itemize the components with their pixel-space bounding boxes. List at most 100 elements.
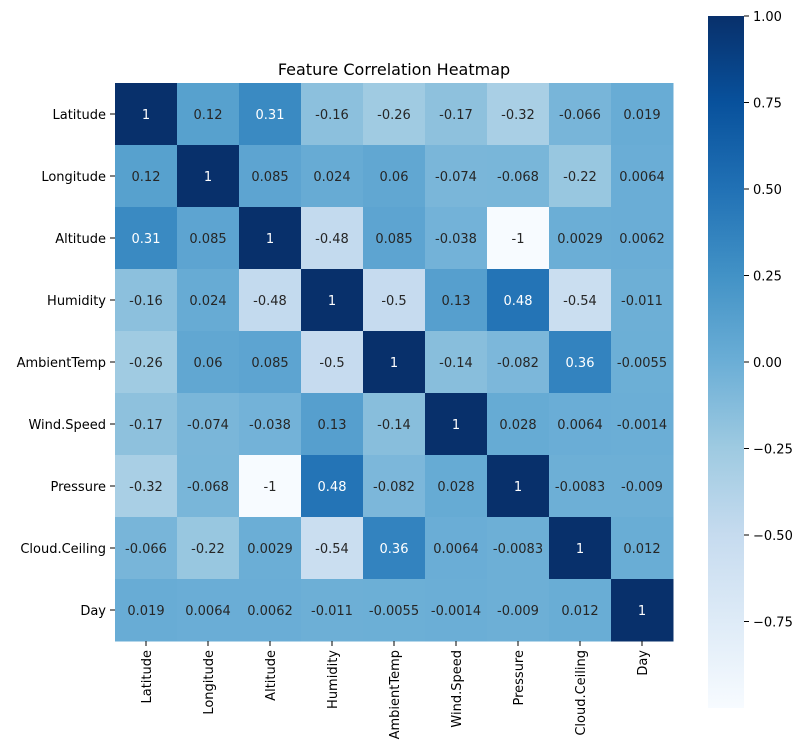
cell-value-label: -0.011 xyxy=(621,294,663,309)
colorbar-tick-label: 0.25 xyxy=(753,270,782,285)
heatmap-cell xyxy=(549,207,612,270)
heatmap-cell xyxy=(115,269,178,332)
heatmap-cell xyxy=(549,269,612,332)
heatmap-cell xyxy=(425,579,488,642)
colorbar-ticks: 1.00 0.75 0.50 0.25 0.00 −0.25 −0.50 −0.75 xyxy=(744,10,793,631)
cell-value-label: 0.0064 xyxy=(185,604,231,619)
y-tick-label: Humidity xyxy=(47,294,106,309)
heatmap-cell xyxy=(301,207,364,270)
cell-value-label: -0.011 xyxy=(311,604,353,619)
heatmap-cell xyxy=(177,517,240,580)
cell-value-label: 1 xyxy=(328,294,336,309)
y-tick-label: Cloud.Ceiling xyxy=(20,542,106,557)
cell-value-label: -0.068 xyxy=(497,170,539,185)
cell-value-label: 0.0064 xyxy=(557,418,603,433)
heatmap-cell xyxy=(239,145,302,208)
cell-value-label: -0.32 xyxy=(501,108,535,123)
heatmap-cell xyxy=(115,393,178,456)
heatmap-cell xyxy=(301,269,364,332)
cell-value-label: 0.0029 xyxy=(247,542,293,557)
cell-value-label: -0.16 xyxy=(129,294,163,309)
heatmap-cell xyxy=(363,83,426,146)
cell-value-label: 0.024 xyxy=(313,170,350,185)
cell-value-label: 1 xyxy=(514,480,522,495)
y-tick-label: Day xyxy=(80,604,106,619)
x-tick-label: Day xyxy=(636,650,651,676)
cell-value-label: 1 xyxy=(204,170,212,185)
colorbar xyxy=(708,16,744,708)
heatmap-cell xyxy=(177,579,240,642)
heatmap-cell xyxy=(363,455,426,518)
heatmap-cell xyxy=(487,83,550,146)
heatmap-cell xyxy=(115,517,178,580)
colorbar-tick-label: 0.75 xyxy=(753,97,782,112)
heatmap-cell xyxy=(177,145,240,208)
cell-value-label: -0.038 xyxy=(249,418,291,433)
cell-value-label: 0.0062 xyxy=(619,232,665,247)
colorbar-tick-label: −0.50 xyxy=(753,529,793,544)
cell-value-label: 0.12 xyxy=(194,108,223,123)
cell-value-label: -0.068 xyxy=(187,480,229,495)
cell-value-label: -0.5 xyxy=(319,356,344,371)
heatmap-cell xyxy=(239,455,302,518)
cell-value-label: 0.13 xyxy=(318,418,347,433)
heatmap-cell xyxy=(425,517,488,580)
heatmap-cell xyxy=(239,207,302,270)
x-tick-label: Pressure xyxy=(512,650,527,706)
cell-value-label: -0.082 xyxy=(497,356,539,371)
cell-value-label: -0.066 xyxy=(125,542,167,557)
cell-value-label: 0.0062 xyxy=(247,604,293,619)
cell-value-label: 1 xyxy=(390,356,398,371)
heatmap-cell xyxy=(115,331,178,394)
heatmap-cell xyxy=(487,393,550,456)
colorbar-tick-label: −0.25 xyxy=(753,443,793,458)
y-tick-label: Pressure xyxy=(50,480,106,495)
cell-value-label: 0.0029 xyxy=(557,232,603,247)
heatmap-cell xyxy=(487,455,550,518)
heatmap-cell xyxy=(177,269,240,332)
cell-value-label: -0.0014 xyxy=(617,418,667,433)
heatmap-cell xyxy=(115,455,178,518)
cell-value-label: 1 xyxy=(638,604,646,619)
heatmap-cell xyxy=(301,331,364,394)
y-tick-label: Longitude xyxy=(41,170,106,185)
cell-value-label: -0.074 xyxy=(187,418,229,433)
heatmap-cell xyxy=(363,145,426,208)
heatmap-cell xyxy=(425,455,488,518)
heatmap-cell xyxy=(363,269,426,332)
heatmap-cell xyxy=(611,579,674,642)
heatmap-cell xyxy=(239,331,302,394)
cell-value-label: 0.13 xyxy=(442,294,471,309)
cell-value-label: -0.48 xyxy=(253,294,287,309)
heatmap-cells: 1 0.12 0.31 -0.16 -0.26 -0.17 -0.32 -0.066 0.019… xyxy=(115,83,674,642)
x-tick-label: Wind.Speed xyxy=(450,650,465,728)
colorbar-tick-label: 0.50 xyxy=(753,183,782,198)
cell-value-label: -0.0083 xyxy=(555,480,605,495)
heatmap-cell xyxy=(487,207,550,270)
cell-value-label: -0.17 xyxy=(129,418,163,433)
heatmap-cell xyxy=(487,331,550,394)
heatmap-cell xyxy=(549,83,612,146)
cell-value-label: 1 xyxy=(142,108,150,123)
heatmap-cell xyxy=(549,331,612,394)
cell-value-label: 0.028 xyxy=(437,480,474,495)
cell-value-label: -0.009 xyxy=(497,604,539,619)
x-tick-label: Longitude xyxy=(202,650,217,715)
cell-value-label: -0.038 xyxy=(435,232,477,247)
cell-value-label: -0.082 xyxy=(373,480,415,495)
cell-value-label: 0.12 xyxy=(132,170,161,185)
cell-value-label: -0.32 xyxy=(129,480,163,495)
heatmap-cell xyxy=(363,393,426,456)
heatmap-cell xyxy=(611,83,674,146)
cell-value-label: -0.26 xyxy=(377,108,411,123)
heatmap-cell xyxy=(301,455,364,518)
cell-value-label: -0.22 xyxy=(563,170,597,185)
x-tick-label: AmbientTemp xyxy=(388,650,403,739)
y-tick-label: AmbientTemp xyxy=(17,356,106,371)
cell-value-label: -0.22 xyxy=(191,542,225,557)
cell-value-label: -0.0083 xyxy=(493,542,543,557)
cell-value-label: -0.16 xyxy=(315,108,349,123)
cell-value-label: -0.17 xyxy=(439,108,473,123)
cell-value-label: -0.009 xyxy=(621,480,663,495)
